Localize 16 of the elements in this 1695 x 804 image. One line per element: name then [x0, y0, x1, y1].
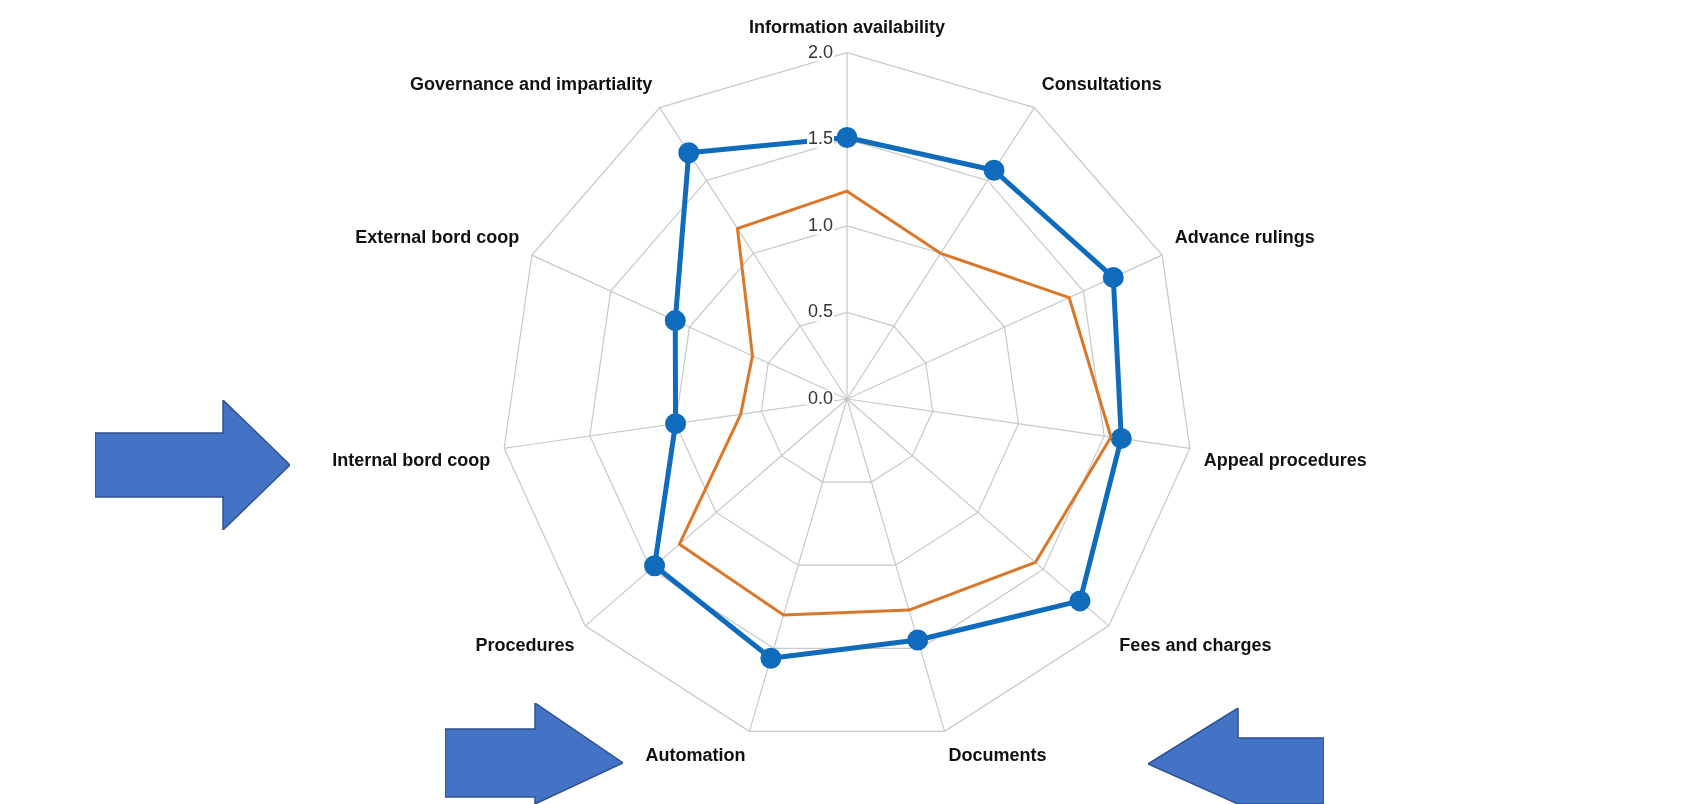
spoke-label: Advance rulings — [1174, 227, 1315, 248]
spoke-label: Governance and impartiality — [410, 73, 653, 94]
spoke-label: Procedures — [475, 634, 575, 655]
y-tick-label: 2.0 — [807, 41, 833, 62]
spoke-label: Fees and charges — [1119, 634, 1272, 655]
spoke-label: Automation — [645, 744, 746, 765]
spoke-label: Internal bord coop — [332, 450, 491, 471]
spoke-label: External bord coop — [355, 227, 520, 248]
spoke-label: Consultations — [1041, 73, 1162, 94]
spoke-label: Documents — [948, 744, 1047, 765]
y-tick-label: 0.0 — [807, 387, 833, 408]
spoke-label: Information availability — [748, 16, 946, 37]
y-tick-label: 1.5 — [807, 128, 833, 149]
y-tick-label: 0.5 — [807, 301, 833, 322]
y-tick-label: 1.0 — [807, 214, 833, 235]
spoke-label: Appeal procedures — [1203, 450, 1367, 471]
